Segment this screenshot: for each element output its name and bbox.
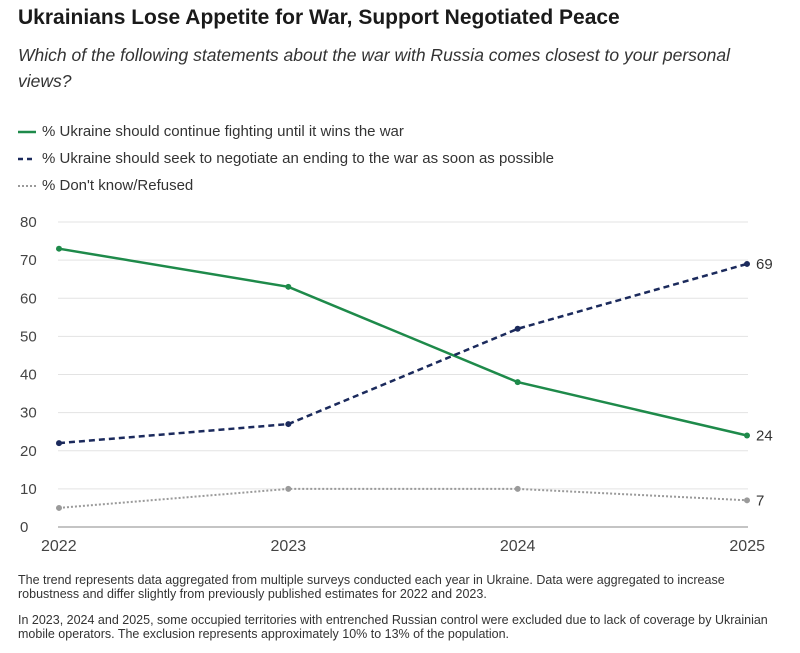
legend-label-fight: % Ukraine should continue fighting until…: [42, 123, 404, 140]
chart-subtitle: Which of the following statements about …: [18, 45, 731, 91]
series-2-point-2022: [56, 504, 62, 511]
legend-label-negotiate: % Ukraine should seek to negotiate an en…: [42, 150, 554, 167]
y-tick-label-80: 80: [20, 214, 37, 231]
y-tick-label-20: 20: [20, 443, 37, 460]
series-0-end-label: 24: [756, 428, 773, 445]
legend-item-fight: % Ukraine should continue fighting until…: [18, 118, 554, 145]
y-tick-label-70: 70: [20, 252, 37, 269]
footnote-2: In 2023, 2024 and 2025, some occupied te…: [18, 613, 768, 641]
series-2-point-2023: [285, 485, 292, 492]
x-tick-label-2022: 2022: [41, 538, 77, 555]
legend-solid-line-icon: [18, 130, 36, 133]
legend: % Ukraine should continue fighting until…: [18, 118, 554, 199]
series-line-0: [58, 247, 748, 437]
chart-title: Ukrainians Lose Appetite for War, Suppor…: [18, 6, 620, 29]
y-tick-label-0: 0: [20, 519, 28, 536]
series-1-point-2023: [285, 421, 292, 428]
y-tick-label-40: 40: [20, 367, 37, 384]
legend-label-dontknow: % Don't know/Refused: [42, 177, 194, 194]
series-1-point-2022: [56, 440, 62, 447]
series-1-end-label: 69: [756, 256, 773, 273]
series-0-point-2025: [744, 432, 750, 439]
y-tick-label-30: 30: [20, 405, 37, 422]
series-line-2: [58, 487, 748, 509]
y-tick-label-60: 60: [20, 290, 37, 307]
series-2-point-2024: [514, 485, 521, 492]
line-chart: 0 10 20 30 40 50 60 70 80 2022 2023 2024 2025 24 69 7: [20, 214, 773, 555]
series-0-point-2023: [285, 283, 292, 290]
series-2-end-label: 7: [756, 492, 764, 509]
footnote-1: The trend represents data aggregated fro…: [18, 573, 725, 601]
x-tick-label-2024: 2024: [500, 538, 536, 555]
y-tick-label-50: 50: [20, 328, 37, 345]
series-line-1: [58, 262, 748, 445]
series-2-point-2025: [744, 497, 750, 504]
legend-item-dontknow: % Don't know/Refused: [18, 172, 554, 199]
y-tick-label-10: 10: [20, 481, 37, 498]
series-1-point-2024: [514, 325, 521, 332]
series-1-point-2025: [744, 260, 750, 267]
x-tick-label-2023: 2023: [271, 538, 307, 555]
series-0-point-2022: [56, 245, 62, 252]
x-tick-label-2025: 2025: [729, 538, 765, 555]
series-0-point-2024: [514, 379, 521, 386]
legend-dashed-line-icon: [18, 157, 36, 160]
legend-dotted-line-icon: [18, 184, 36, 187]
legend-item-negotiate: % Ukraine should seek to negotiate an en…: [18, 145, 554, 172]
